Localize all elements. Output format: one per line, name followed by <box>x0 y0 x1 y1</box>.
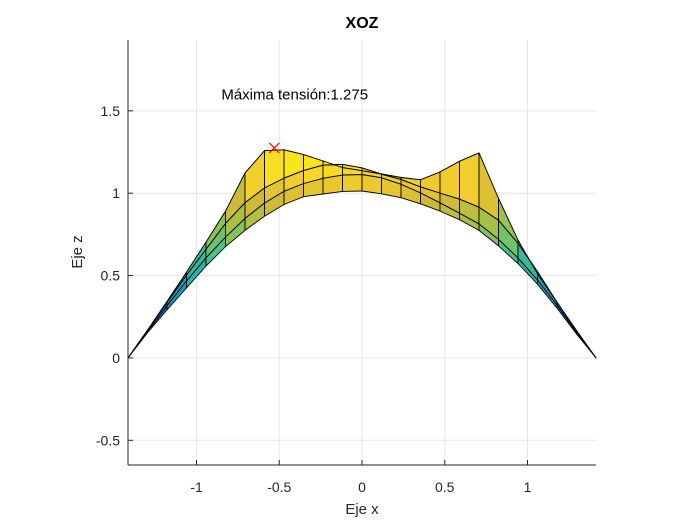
x-tick-label: -1 <box>190 479 203 495</box>
surface-facet <box>342 174 363 192</box>
x-tick-label: 0 <box>358 479 366 495</box>
max-tension-marker <box>268 142 280 154</box>
surface-facet <box>459 152 480 208</box>
y-tick-label: 0.5 <box>101 268 121 284</box>
y-tick-label: 0 <box>112 350 120 366</box>
grid-lines <box>128 40 596 465</box>
tick-labels: -1 -0.5 0 0.5 1 -0.5 0 0.5 1 1.5 <box>96 103 532 495</box>
y-tick-label: 1 <box>112 185 120 201</box>
max-marker-stroke <box>268 142 280 154</box>
surface-plot <box>127 149 597 359</box>
surface-facet <box>537 271 558 303</box>
max-tension-annotation: Máxima tensión:1.275 <box>221 86 368 103</box>
x-tick-label: 0.5 <box>435 479 455 495</box>
x-axis-label: Eje x <box>345 501 379 518</box>
y-tick-label: -0.5 <box>96 432 120 448</box>
y-tick-label: 1.5 <box>101 103 121 119</box>
chart-title: XOZ <box>346 15 379 32</box>
y-axis-label: Eje z <box>69 235 86 268</box>
x-tick-label: -0.5 <box>267 479 291 495</box>
x-tick-label: 1 <box>524 479 532 495</box>
surface-facet <box>576 330 597 359</box>
